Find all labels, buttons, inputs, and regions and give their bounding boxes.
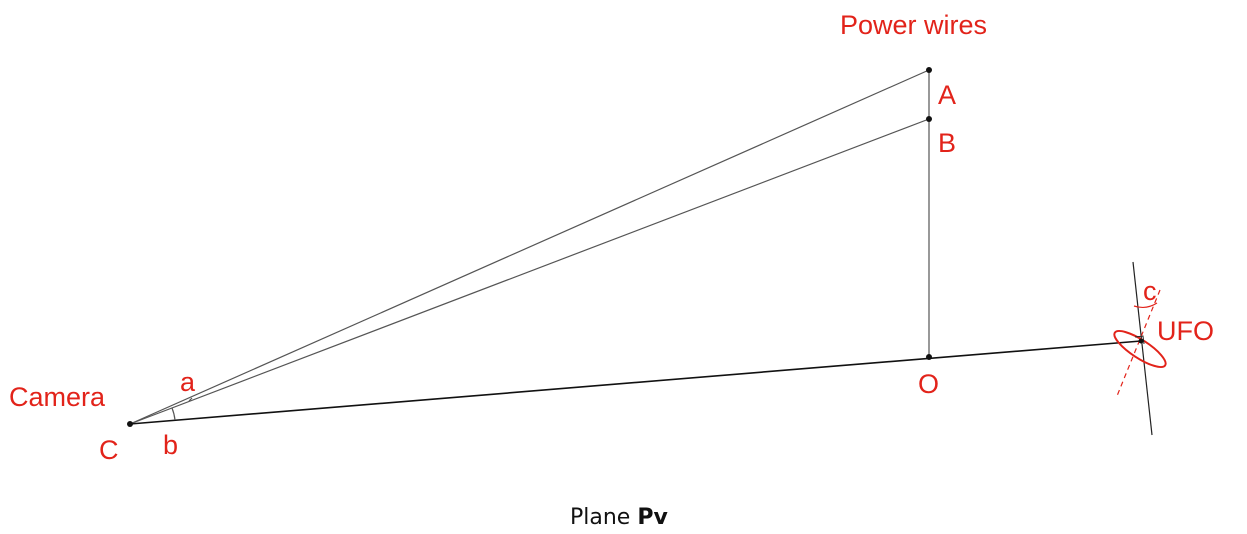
label: Power wires — [840, 10, 987, 40]
label: O — [918, 369, 939, 399]
label: Camera — [9, 382, 106, 412]
label: a — [180, 367, 196, 397]
ufo-dashed — [1116, 289, 1161, 397]
right-angle — [1134, 335, 1145, 345]
caption: Plane Pv — [570, 505, 668, 529]
label: A — [938, 80, 956, 110]
line-c-ufo — [129, 340, 1142, 425]
label: C — [99, 435, 119, 465]
point-ufo — [1138, 338, 1144, 344]
label: B — [938, 128, 956, 158]
label: b — [163, 430, 178, 460]
caption-symbol: Pv — [637, 505, 668, 529]
caption-text: Plane — [570, 505, 630, 529]
angle-b-arc — [171, 407, 176, 421]
ufo-axis — [1132, 261, 1153, 436]
point-a — [926, 67, 932, 73]
point-o — [926, 354, 932, 360]
ufo-ellipse — [1113, 330, 1167, 368]
line-cb — [129, 118, 930, 425]
angle-c-arc — [1133, 302, 1158, 309]
label: UFO — [1157, 316, 1214, 346]
line-ca — [129, 69, 930, 425]
label: c — [1143, 276, 1157, 306]
point-b — [926, 116, 932, 122]
point-c — [127, 421, 133, 427]
angle-a-mark — [188, 397, 193, 402]
